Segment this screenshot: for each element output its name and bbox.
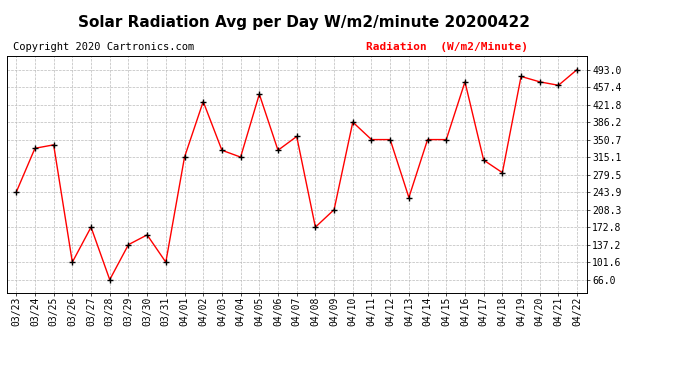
Text: Solar Radiation Avg per Day W/m2/minute 20200422: Solar Radiation Avg per Day W/m2/minute … xyxy=(77,15,530,30)
Text: Copyright 2020 Cartronics.com: Copyright 2020 Cartronics.com xyxy=(12,42,194,51)
Text: Radiation  (W/m2/Minute): Radiation (W/m2/Minute) xyxy=(366,42,529,51)
